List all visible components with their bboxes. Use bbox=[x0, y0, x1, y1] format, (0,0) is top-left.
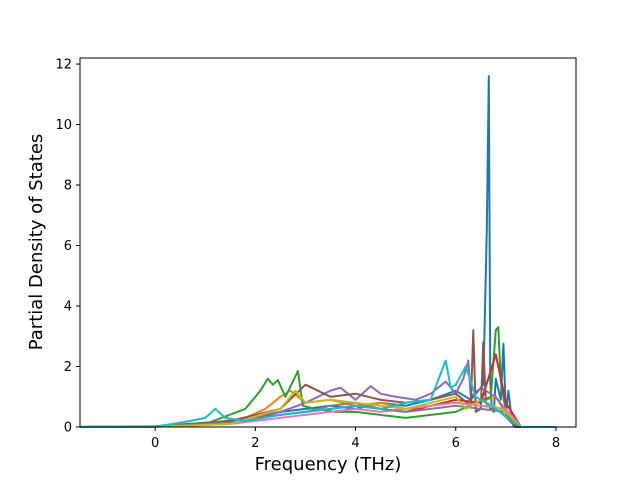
y-tick-label: 2 bbox=[64, 360, 72, 375]
axes-frame bbox=[79, 57, 577, 428]
y-axis: 0 2 4 6 8 10 12 bbox=[55, 58, 80, 436]
y-tick-label: 10 bbox=[55, 118, 72, 133]
y-tick-label: 8 bbox=[64, 179, 72, 194]
x-axis-title: Frequency (THz) bbox=[255, 454, 402, 475]
x-tick-label: 6 bbox=[452, 436, 460, 451]
x-tick-label: 0 bbox=[151, 436, 159, 451]
x-tick-label: 8 bbox=[552, 436, 560, 451]
y-axis-title: Partial Density of States bbox=[26, 134, 47, 351]
y-tick-label: 4 bbox=[64, 300, 72, 315]
x-tick-label: 4 bbox=[351, 436, 359, 451]
y-tick-label: 6 bbox=[64, 239, 72, 254]
series-line-10 bbox=[79, 359, 556, 428]
x-tick-label: 2 bbox=[251, 436, 259, 451]
y-tick-label: 0 bbox=[64, 421, 72, 436]
y-tick-label: 12 bbox=[55, 58, 72, 73]
x-axis: 0 2 4 6 8 bbox=[151, 427, 560, 451]
plot-area bbox=[79, 75, 556, 428]
